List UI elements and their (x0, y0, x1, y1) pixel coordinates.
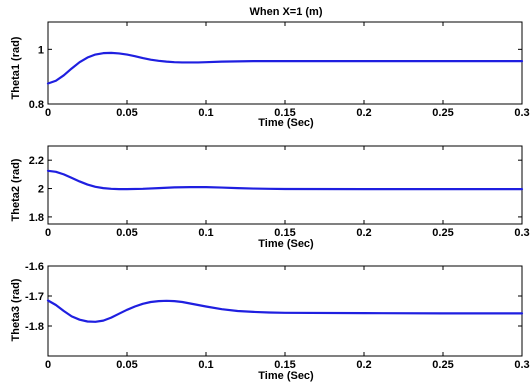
axes-box-theta2 (47, 145, 523, 225)
plot-area-theta3: 0 0.05 0.1 0.15 0.2 0.25 0.3 -1.8 -1.7 -1.6 (25, 261, 530, 371)
y-tick-label-theta1: 1 (38, 44, 44, 56)
y-tick-label-theta2: 1.8 (29, 212, 44, 224)
x-axis-label-theta1: Time (Sec) (258, 117, 314, 129)
x-tick-label-theta3: 0.1 (198, 359, 213, 371)
series-line-theta2 (46, 169, 524, 191)
x-tick-label-theta3: 0.15 (274, 359, 295, 371)
x-tick-label-theta1: 0.3 (514, 107, 529, 119)
x-axis-label-theta3: Time (Sec) (258, 370, 314, 382)
panel-theta1: When X=1 (m) 0 0.05 0.1 0.15 0.2 0.25 0.30.81 … (10, 6, 530, 129)
x-tick-label-theta1: 0.2 (356, 107, 371, 119)
x-tick-label-theta2: 0.2 (356, 227, 371, 239)
x-tick-label-theta2: 0.05 (116, 227, 137, 239)
y-tick-label-theta2: 2.2 (29, 155, 44, 167)
x-tick-label-theta3: 0.25 (432, 359, 453, 371)
series-line-theta1 (46, 51, 524, 85)
x-tick-label-theta1: 0.25 (432, 107, 453, 119)
plot-area-theta1: 0 0.05 0.1 0.15 0.2 0.25 0.3 0.8 1 (29, 21, 530, 119)
y-tick-label-theta3: -1.6 (25, 261, 44, 273)
y-tick-label-theta2: 2 (38, 184, 44, 196)
panel-theta3: 0 0.05 0.1 0.15 0.2 0.25 0.3 -1.8 -1.7 -1.6 Time … (10, 261, 530, 382)
x-tick-label-theta2: 0 (45, 227, 51, 239)
y-tick-label-theta3: -1.8 (25, 321, 44, 333)
x-axis-label-theta2: Time (Sec) (258, 238, 314, 250)
y-tick-label-theta3: -1.7 (25, 291, 44, 303)
x-tick-label-theta2: 0.25 (432, 227, 453, 239)
y-axis-label-theta1: Theta1 (rad) (10, 36, 22, 99)
plot-area-theta2: 0 0.05 0.1 0.15 0.2 0.25 0.3 1.8 2 2.2 (29, 145, 530, 239)
x-tick-label-theta1: 0.05 (116, 107, 137, 119)
series-line-theta3 (46, 299, 524, 323)
chart-title: When X=1 (m) (249, 6, 322, 18)
x-tick-label-theta2: 0.3 (514, 227, 529, 239)
x-tick-label-theta3: 0 (45, 359, 51, 371)
x-tick-label-theta1: 0.1 (198, 107, 213, 119)
x-tick-label-theta2: 0.1 (198, 227, 213, 239)
x-tick-label-theta3: 0.05 (116, 359, 137, 371)
x-tick-label-theta2: 0.15 (274, 227, 295, 239)
axes-box-theta3 (47, 265, 523, 357)
panel-theta2: 0 0.05 0.1 0.15 0.2 0.25 0.3 1.8 2 2.2 Time (Sec)… (10, 145, 530, 250)
x-tick-label-theta3: 0.2 (356, 359, 371, 371)
y-axis-label-theta2: Theta2 (rad) (10, 158, 22, 221)
x-tick-label-theta1: 0.15 (274, 107, 295, 119)
axes-box-theta1 (47, 21, 523, 105)
x-tick-label-theta3: 0.3 (514, 359, 529, 371)
x-tick-label-theta1: 0 (45, 107, 51, 119)
y-tick-label-theta1: 0.8 (29, 99, 44, 111)
y-axis-label-theta3: Theta3 (rad) (10, 278, 22, 341)
